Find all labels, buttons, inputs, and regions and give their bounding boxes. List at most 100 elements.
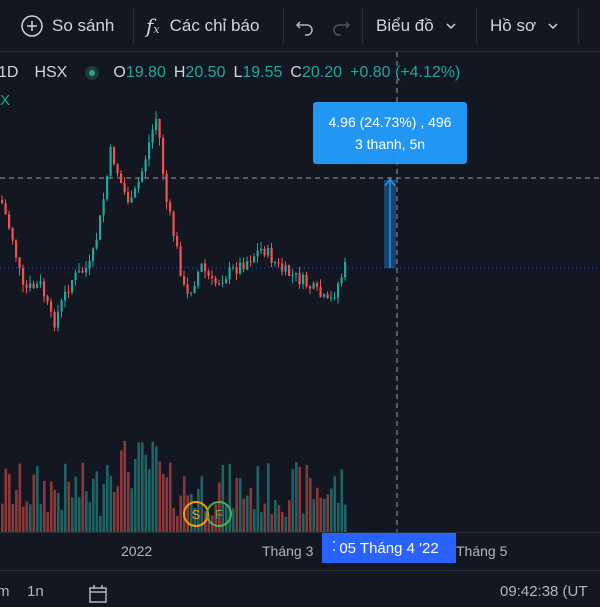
volume-bar — [288, 500, 291, 532]
candle-body — [141, 171, 144, 182]
volume-bar — [32, 474, 36, 532]
volume-bar — [137, 442, 141, 532]
price-chart[interactable]: S F — [0, 52, 600, 532]
candle-body — [298, 272, 301, 285]
volume-bar — [267, 463, 270, 532]
volume-bar — [309, 478, 312, 532]
volume-bar — [260, 512, 263, 532]
volume-bar — [18, 463, 22, 532]
candle-body — [25, 284, 28, 288]
volume-bar — [22, 506, 25, 532]
indicators-button[interactable]: fx Các chỉ báo — [146, 0, 259, 52]
candle-body — [260, 248, 263, 251]
candle-body — [113, 147, 116, 165]
profile-button[interactable]: Hồ sơ — [490, 0, 560, 52]
toolbar-divider — [133, 8, 134, 44]
change-value: +0.80 (+4.12%) — [350, 64, 461, 81]
candle-body — [158, 118, 161, 138]
candle-body — [81, 270, 84, 273]
indicators-label: Các chỉ báo — [169, 16, 260, 35]
volume-bar — [109, 475, 113, 532]
candle-body — [60, 300, 63, 312]
volume-bar — [295, 462, 298, 532]
market-status-icon — [85, 66, 100, 80]
volume-bar — [113, 491, 116, 532]
exchange-label[interactable]: HSX — [34, 64, 68, 81]
candle-series — [1, 111, 347, 332]
candle-body — [284, 265, 287, 272]
volume-bar — [291, 468, 295, 532]
range-button-fragment[interactable]: m — [0, 583, 10, 600]
volume-bar — [1, 503, 4, 532]
candle-body — [183, 276, 186, 285]
candle-body — [200, 263, 203, 272]
candle-body — [263, 248, 266, 256]
volume-bar — [330, 488, 333, 532]
candle-body — [288, 265, 291, 276]
volume-bar — [197, 488, 200, 532]
volume-bar — [326, 494, 330, 532]
volume-bar — [270, 514, 274, 532]
candle-body — [71, 280, 74, 293]
volume-bar — [141, 442, 144, 532]
profile-label: Hồ sơ — [490, 16, 537, 35]
candle-body — [1, 200, 4, 204]
volume-bar — [127, 472, 130, 532]
clock-time[interactable]: 09:42:38 (UT — [500, 583, 588, 600]
volume-series — [1, 440, 347, 532]
candle-body — [197, 271, 200, 286]
volume-bar — [78, 497, 81, 532]
candle-body — [4, 203, 7, 215]
candle-body — [106, 175, 109, 200]
candle-body — [155, 118, 158, 130]
calendar-icon[interactable] — [88, 585, 108, 607]
volume-bar — [340, 469, 344, 532]
volume-bar — [169, 462, 172, 532]
redo-button[interactable] — [330, 0, 352, 52]
volume-bar — [235, 478, 239, 532]
candle-body — [249, 261, 252, 263]
candle-body — [344, 261, 347, 278]
candle-body — [50, 301, 53, 313]
volume-bar — [67, 481, 71, 532]
measure-arrow-head-icon — [384, 177, 396, 187]
crosshair-time-label: 05 Tháng 4 '22 — [322, 533, 456, 563]
candle-body — [18, 257, 21, 268]
volume-bar — [337, 502, 340, 532]
volume-bar — [60, 509, 64, 532]
volume-bar — [92, 478, 95, 532]
measure-bars-text: 3 thanh, 5n — [354, 136, 426, 152]
volume-bar — [218, 482, 221, 532]
candle-body — [169, 202, 172, 212]
time-axis[interactable]: 2022 Tháng 3 Tháng 5 — [0, 532, 600, 570]
high-label: H — [173, 64, 186, 81]
candle-body — [323, 294, 326, 297]
candle-body — [270, 247, 273, 263]
financials-marker[interactable]: F — [206, 501, 232, 527]
undo-icon — [295, 21, 313, 36]
candle-body — [53, 312, 56, 328]
candle-body — [22, 267, 25, 285]
open-label: O — [113, 64, 126, 81]
volume-bar — [102, 483, 106, 532]
fx-icon: fx — [146, 14, 160, 38]
volume-bar — [179, 495, 183, 532]
candle-body — [225, 279, 228, 284]
volume-bar — [106, 465, 109, 532]
compare-button[interactable]: So sánh — [20, 0, 114, 52]
undo-button[interactable] — [294, 0, 316, 52]
candle-body — [64, 291, 67, 301]
volume-bar — [74, 476, 78, 532]
chart-type-button[interactable]: Biểu đồ — [376, 0, 458, 52]
candle-body — [57, 311, 60, 328]
candle-body — [218, 283, 221, 285]
chevron-down-icon — [548, 23, 558, 30]
candle-body — [29, 283, 32, 288]
volume-bar — [134, 458, 137, 532]
toolbar-divider — [476, 8, 477, 44]
volume-bar — [95, 471, 99, 532]
candle-body — [256, 250, 259, 257]
toolbar-divider — [362, 8, 363, 44]
range-button-1m[interactable]: 1n — [27, 583, 44, 600]
volume-bar — [130, 488, 134, 532]
